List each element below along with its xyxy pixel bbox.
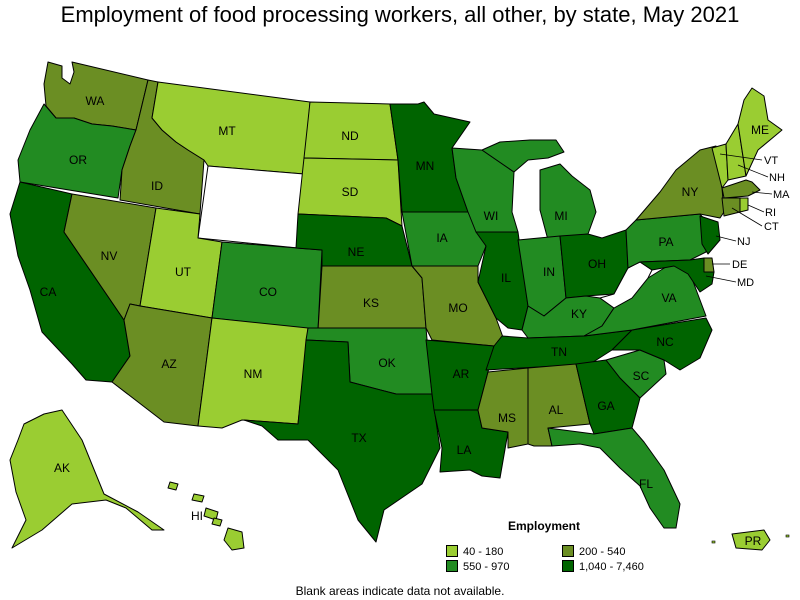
state-label: RI bbox=[765, 207, 776, 219]
state-label: CA bbox=[40, 285, 57, 299]
state-label: OR bbox=[69, 153, 87, 167]
state-label: AL bbox=[549, 403, 564, 417]
state-label: VA bbox=[661, 291, 676, 305]
state-label: MT bbox=[218, 124, 236, 138]
state-label: KY bbox=[571, 307, 587, 321]
state-NY[interactable] bbox=[635, 145, 725, 221]
state-label: NV bbox=[101, 249, 118, 263]
state-label: TN bbox=[551, 345, 567, 359]
legend-swatch bbox=[562, 545, 574, 557]
state-WY[interactable] bbox=[197, 165, 305, 249]
state-label: GA bbox=[597, 399, 614, 413]
leader-md bbox=[705, 275, 737, 283]
state-label: PR bbox=[745, 534, 762, 548]
state-label: MO bbox=[448, 301, 467, 315]
state-label: KS bbox=[363, 296, 379, 310]
state-label: DE bbox=[732, 259, 747, 271]
footnote: Blank areas indicate data not available. bbox=[295, 584, 505, 598]
map-title: Employment of food processing workers, a… bbox=[60, 2, 740, 27]
state-MA[interactable] bbox=[721, 179, 761, 199]
state-RI[interactable] bbox=[739, 197, 749, 213]
pr-island-dot bbox=[711, 540, 716, 544]
legend-swatch bbox=[446, 545, 458, 557]
legend-item: 550 - 970 bbox=[446, 560, 509, 573]
state-label: NC bbox=[656, 335, 674, 349]
state-MI-UP[interactable] bbox=[481, 139, 565, 173]
state-MI[interactable] bbox=[539, 163, 597, 241]
state-label: ND bbox=[341, 129, 359, 143]
legend-label: 550 - 970 bbox=[463, 561, 510, 573]
state-label: IN bbox=[543, 265, 555, 279]
state-label: WA bbox=[86, 94, 105, 108]
state-CT[interactable] bbox=[721, 197, 741, 217]
state-HI[interactable] bbox=[223, 527, 245, 551]
state-label: NH bbox=[769, 172, 785, 184]
state-label: AK bbox=[54, 461, 70, 475]
state-label: AR bbox=[453, 367, 470, 381]
state-ME[interactable] bbox=[737, 87, 783, 177]
state-MD[interactable] bbox=[639, 257, 715, 293]
state-label: MI bbox=[554, 209, 567, 223]
legend-item: 200 - 540 bbox=[562, 545, 625, 558]
state-label: TX bbox=[351, 431, 366, 445]
state-TX[interactable] bbox=[243, 339, 441, 543]
state-DE[interactable] bbox=[703, 257, 715, 273]
state-HI[interactable] bbox=[167, 481, 179, 491]
state-AK[interactable] bbox=[9, 409, 165, 549]
state-label: IL bbox=[501, 271, 511, 285]
legend-swatch bbox=[446, 560, 458, 572]
leader-ri bbox=[747, 204, 765, 213]
state-HI-islands bbox=[167, 481, 245, 551]
state-label: MS bbox=[498, 411, 516, 425]
state-label: NE bbox=[348, 245, 365, 259]
leader-ma bbox=[751, 191, 773, 195]
state-label: NJ bbox=[737, 236, 750, 248]
state-NJ[interactable] bbox=[699, 215, 721, 255]
state-label: LA bbox=[457, 443, 472, 457]
pr-island-dot bbox=[785, 534, 790, 538]
state-label: WI bbox=[484, 209, 499, 223]
legend-label: 200 - 540 bbox=[579, 546, 626, 558]
state-label: UT bbox=[175, 265, 192, 279]
leader-ct bbox=[731, 207, 763, 227]
state-HI[interactable] bbox=[191, 493, 205, 503]
legend-title: Employment bbox=[508, 519, 581, 533]
state-label: NY bbox=[682, 185, 699, 199]
legend-label: 1,040 - 7,460 bbox=[579, 561, 644, 573]
state-label: PA bbox=[658, 235, 673, 249]
state-VA[interactable] bbox=[583, 261, 707, 337]
leader-nh bbox=[737, 164, 769, 178]
state-label: OK bbox=[378, 356, 395, 370]
leader-vt bbox=[719, 153, 763, 161]
legend-item: 40 - 180 bbox=[446, 545, 503, 558]
legend-swatch bbox=[562, 560, 574, 572]
state-label: SC bbox=[633, 369, 650, 383]
state-label: CO bbox=[259, 285, 277, 299]
state-label: MD bbox=[737, 277, 754, 289]
state-label: AZ bbox=[161, 357, 176, 371]
state-label: VT bbox=[764, 155, 778, 167]
state-PR[interactable] bbox=[731, 529, 771, 551]
state-label: HI bbox=[191, 509, 203, 523]
state-label: ID bbox=[151, 179, 163, 193]
state-label: IA bbox=[436, 231, 447, 245]
legend-label: 40 - 180 bbox=[463, 546, 504, 558]
state-label: OH bbox=[588, 257, 606, 271]
state-label: FL bbox=[639, 477, 653, 491]
state-label: SD bbox=[342, 185, 359, 199]
state-label: ME bbox=[751, 123, 769, 137]
state-HI[interactable] bbox=[211, 517, 223, 527]
state-label: MN bbox=[416, 159, 435, 173]
leader-nj bbox=[715, 235, 737, 242]
legend-item: 1,040 - 7,460 bbox=[562, 560, 644, 573]
state-FL[interactable] bbox=[547, 427, 681, 529]
state-label: MA bbox=[773, 189, 790, 201]
state-label: NM bbox=[244, 367, 263, 381]
state-label: CT bbox=[764, 221, 779, 233]
state-NC[interactable] bbox=[611, 317, 713, 371]
